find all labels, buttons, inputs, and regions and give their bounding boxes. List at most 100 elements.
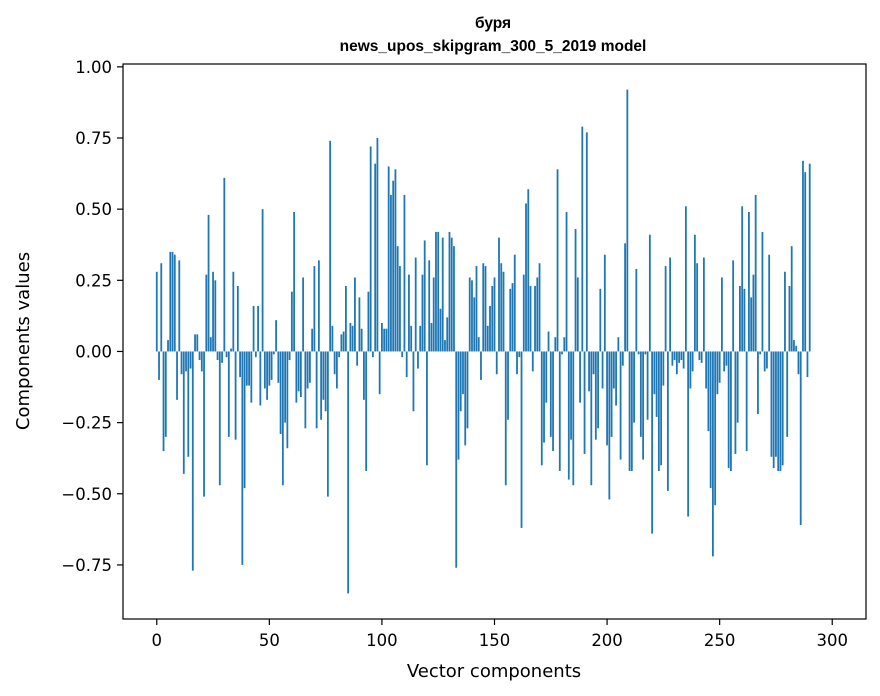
bar-component-262	[745, 351, 748, 452]
bar-component-224	[660, 351, 663, 466]
bar-component-215	[639, 351, 642, 437]
bar-component-179	[558, 351, 561, 471]
bar-component-148	[489, 305, 491, 352]
bar-component-104	[390, 194, 392, 352]
bar-component-259	[739, 286, 741, 352]
bar-component-221	[653, 351, 656, 395]
bar-component-87	[351, 325, 354, 352]
bar-component-123	[432, 277, 435, 352]
bar-component-34	[232, 271, 235, 352]
bar-component-62	[295, 351, 298, 403]
bar-component-108	[399, 266, 401, 352]
bar-component-113	[410, 325, 413, 352]
bar-component-234	[682, 351, 685, 369]
bar-component-287	[802, 160, 804, 352]
bar-component-175	[549, 351, 552, 437]
bar-component-66	[304, 351, 307, 429]
bar-component-140	[471, 280, 473, 352]
bar-component-229	[671, 351, 674, 366]
bar-component-286	[799, 351, 802, 526]
bar-component-27	[216, 351, 219, 360]
bar-component-38	[241, 351, 244, 565]
bar-component-11	[180, 351, 183, 375]
bar-component-79	[333, 351, 336, 375]
bar-component-263	[748, 212, 750, 352]
bar-component-197	[599, 288, 602, 352]
x-axis-label: Vector components	[407, 661, 581, 682]
bar-component-58	[286, 351, 289, 449]
bar-component-242	[700, 351, 703, 363]
bar-component-132	[453, 246, 455, 352]
bar-component-170	[538, 263, 541, 352]
bar-component-282	[790, 246, 793, 352]
bar-component-236	[687, 351, 690, 517]
bar-component-153	[500, 263, 503, 352]
y-tick-label: 0.00	[75, 342, 112, 361]
bar-component-219	[648, 234, 651, 352]
bar-component-165	[527, 189, 530, 352]
bar-component-270	[763, 351, 766, 372]
bar-component-121	[428, 260, 431, 352]
bar-component-63	[297, 351, 300, 392]
bar-component-74	[322, 351, 325, 400]
bar-component-147	[486, 325, 489, 352]
bar-component-60	[290, 291, 293, 352]
bar-component-21	[203, 351, 205, 497]
bar-component-99	[378, 351, 381, 395]
bar-component-0	[155, 271, 158, 352]
bar-component-36	[236, 286, 239, 352]
bar-component-267	[757, 351, 759, 415]
bar-component-202	[610, 351, 613, 437]
bar-component-65	[302, 277, 305, 352]
bar-component-160	[516, 351, 518, 375]
bar-component-44	[254, 351, 257, 358]
bar-component-232	[678, 351, 681, 363]
bar-component-106	[394, 169, 397, 352]
bar-component-150	[493, 277, 496, 352]
bar-component-50	[268, 351, 271, 386]
y-axis-ticks: 1.00 0.75 0.50 0.25 0.00 −0.25 −0.50 −0.75	[61, 58, 123, 575]
bar-component-117	[419, 325, 422, 352]
bar-component-4	[164, 351, 167, 437]
bar-component-92	[363, 351, 365, 400]
bar-component-249	[716, 351, 719, 395]
y-tick-label: −0.75	[61, 556, 112, 575]
y-tick-label: 0.50	[75, 200, 112, 219]
bar-component-35	[234, 351, 237, 440]
bar-component-269	[761, 231, 764, 352]
bar-component-100	[381, 323, 383, 352]
bar-component-142	[475, 266, 478, 352]
bar-component-180	[561, 351, 563, 355]
chart-title: буря	[475, 15, 511, 32]
bar-component-240	[696, 263, 699, 352]
bar-component-273	[770, 351, 773, 457]
bar-component-101	[383, 328, 386, 352]
bar-component-146	[484, 266, 487, 352]
bar-component-23	[207, 214, 210, 352]
bar-component-161	[518, 351, 521, 358]
bar-component-230	[673, 351, 676, 360]
bar-component-231	[675, 351, 678, 375]
bar-component-41	[248, 351, 250, 386]
bar-component-139	[468, 277, 471, 352]
bar-component-33	[230, 348, 232, 352]
bar-component-248	[714, 351, 717, 506]
bar-component-172	[543, 351, 545, 443]
bar-component-171	[540, 351, 543, 466]
bar-component-253	[725, 351, 728, 366]
bar-component-48	[263, 351, 266, 389]
bar-component-29	[221, 351, 223, 363]
bar-component-59	[288, 351, 291, 360]
bar-component-111	[405, 351, 408, 378]
bar-component-255	[730, 351, 732, 471]
x-tick-label: 300	[816, 631, 848, 650]
bar-component-185	[572, 351, 575, 486]
bar-component-181	[563, 337, 566, 352]
bar-component-3	[162, 351, 165, 452]
bar-component-128	[444, 340, 446, 352]
bar-component-266	[754, 194, 757, 352]
bar-component-195	[594, 351, 597, 440]
bar-component-14	[187, 351, 190, 457]
bar-component-7	[171, 251, 174, 352]
bar-component-5	[167, 340, 169, 352]
